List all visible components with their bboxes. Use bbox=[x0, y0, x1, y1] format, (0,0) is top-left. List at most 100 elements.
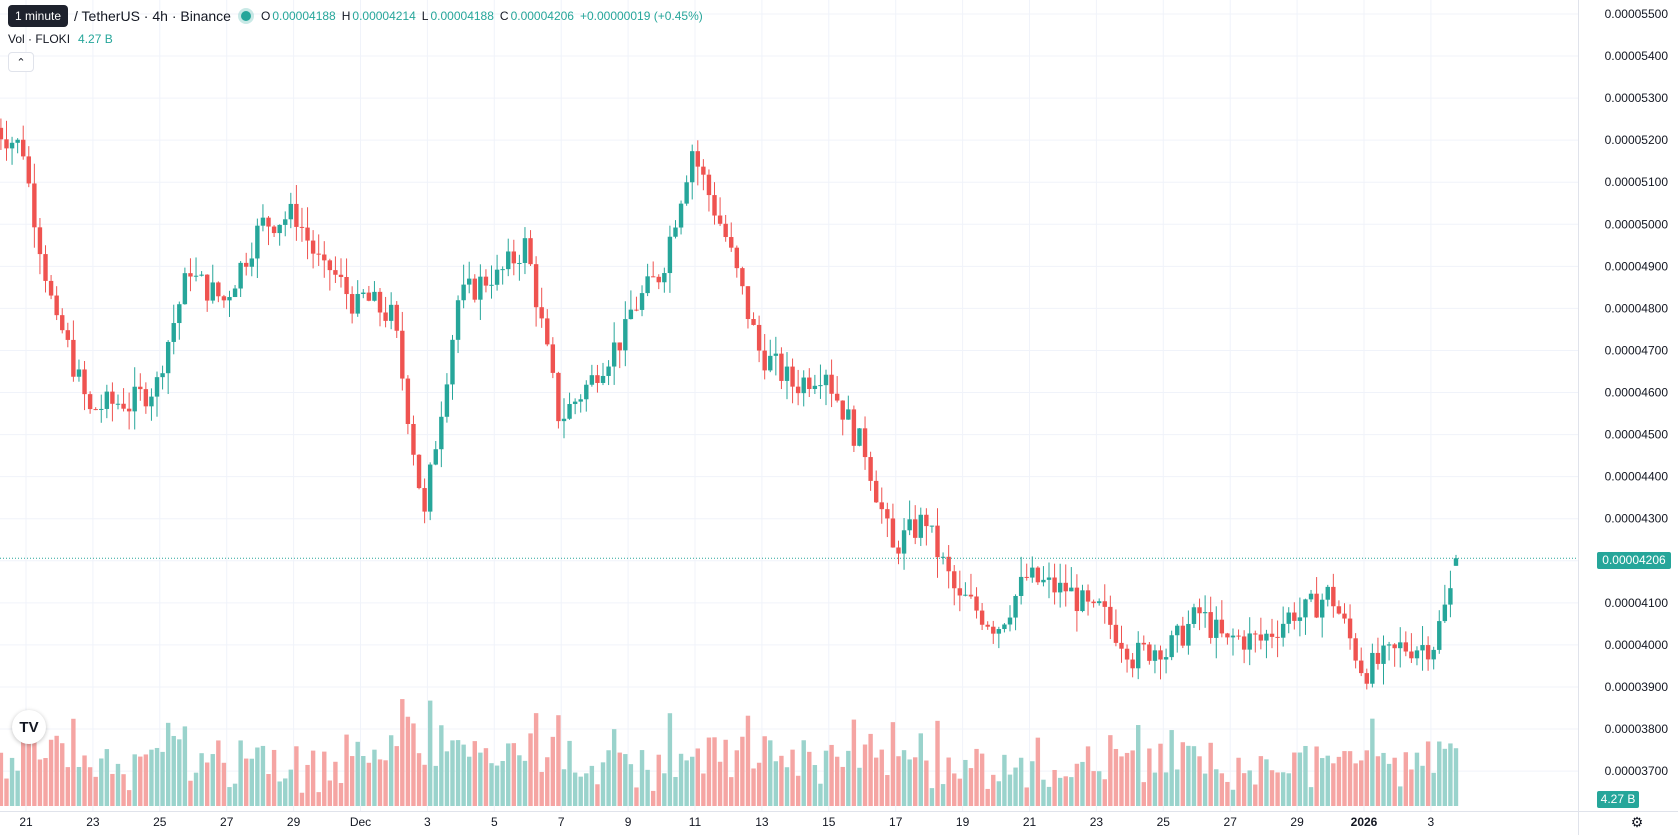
volume-bar bbox=[812, 765, 818, 806]
volume-bar bbox=[506, 743, 511, 806]
price-axis: 0.00005500 0.00005400 0.00005300 0.00005200… bbox=[1605, 7, 1669, 778]
volume-bar bbox=[405, 716, 411, 806]
volume-bar bbox=[1342, 751, 1347, 806]
volume-bar bbox=[132, 754, 137, 806]
candle-body bbox=[1403, 642, 1409, 652]
volume-bar bbox=[1080, 761, 1085, 806]
volume-bar bbox=[913, 757, 918, 806]
candle-body bbox=[1069, 587, 1074, 592]
candle-body bbox=[467, 278, 472, 285]
volume-bar bbox=[1069, 777, 1074, 806]
price-change: +0.00000019 (+0.45%) bbox=[579, 9, 703, 23]
candle-body bbox=[807, 377, 812, 390]
candle-body bbox=[1241, 636, 1247, 650]
candle-body bbox=[662, 273, 667, 283]
volume-legend[interactable]: Vol · FLOKI 4.27 B bbox=[8, 32, 113, 46]
candle-body bbox=[1158, 650, 1163, 660]
candle-body bbox=[706, 174, 712, 196]
volume-bars bbox=[0, 699, 1459, 806]
candle-body bbox=[818, 385, 823, 387]
volume-bar bbox=[1398, 786, 1403, 806]
volume-bar bbox=[924, 760, 929, 806]
candle-body bbox=[712, 195, 717, 216]
volume-bar bbox=[1208, 742, 1213, 806]
volume-bar bbox=[1057, 777, 1063, 806]
candle-body bbox=[1141, 642, 1146, 645]
collapse-legend-button[interactable]: ⌃ bbox=[8, 52, 34, 72]
time-tick-label: 21 bbox=[1023, 815, 1037, 829]
volume-bar bbox=[1180, 742, 1186, 806]
candle-body bbox=[405, 378, 411, 424]
volume-bar bbox=[1331, 763, 1336, 806]
volume-bar bbox=[1169, 730, 1174, 806]
volume-bar bbox=[1163, 772, 1169, 806]
market-status-icon[interactable] bbox=[240, 11, 251, 21]
volume-bar bbox=[1236, 757, 1241, 806]
volume-bar bbox=[1448, 743, 1453, 806]
candle-body bbox=[1325, 586, 1330, 600]
candle-body bbox=[104, 391, 110, 409]
volume-bar bbox=[349, 756, 355, 806]
candle-body bbox=[511, 251, 517, 264]
time-tick-label: 23 bbox=[1090, 815, 1104, 829]
candle-body bbox=[929, 525, 935, 527]
candle-body bbox=[623, 319, 628, 351]
volume-bar bbox=[1431, 772, 1436, 806]
candle-body bbox=[1169, 635, 1174, 658]
candle-body bbox=[695, 151, 700, 167]
volume-bar bbox=[717, 761, 723, 806]
volume-bar bbox=[210, 754, 215, 806]
candle-body bbox=[255, 225, 260, 259]
current-volume-badge: 4.27 B bbox=[1597, 791, 1639, 808]
price-tick-label: 0.00004600 bbox=[1605, 386, 1669, 400]
volume-bar bbox=[1375, 756, 1381, 806]
candle-body bbox=[1409, 651, 1414, 659]
candle-body bbox=[1269, 633, 1275, 637]
volume-bar bbox=[795, 775, 801, 806]
volume-bar bbox=[818, 783, 823, 806]
symbol-title[interactable]: / TetherUS · 4h · Binance bbox=[74, 8, 231, 24]
volume-bar bbox=[338, 783, 344, 806]
volume-bar bbox=[54, 735, 59, 806]
candle-body bbox=[823, 374, 829, 386]
volume-bar bbox=[255, 747, 260, 806]
volume-bar bbox=[60, 743, 65, 806]
volume-bar bbox=[394, 746, 399, 806]
time-tick-label: 21 bbox=[19, 815, 33, 829]
volume-bar bbox=[1147, 748, 1152, 806]
candle-body bbox=[1314, 593, 1319, 618]
candle-body bbox=[974, 596, 979, 611]
volume-bar bbox=[1403, 752, 1409, 806]
volume-bar bbox=[963, 759, 968, 806]
candle-body bbox=[1214, 619, 1219, 638]
candle-body bbox=[773, 353, 779, 356]
candle-body bbox=[1186, 623, 1191, 646]
candle-body bbox=[450, 339, 455, 385]
volume-bar bbox=[1359, 760, 1364, 806]
price-tick-label: 0.00004400 bbox=[1605, 470, 1669, 484]
volume-bar bbox=[907, 759, 912, 806]
candle-body bbox=[1331, 586, 1336, 607]
price-tick-label: 0.00004500 bbox=[1605, 428, 1669, 442]
volume-bar bbox=[277, 781, 282, 806]
tradingview-logo[interactable]: TV bbox=[12, 710, 46, 744]
candle-body bbox=[600, 375, 606, 383]
time-tick-label: 11 bbox=[689, 815, 702, 829]
volume-bar bbox=[439, 725, 444, 806]
candle-body bbox=[494, 269, 500, 285]
candle-body bbox=[193, 275, 199, 277]
volume-bar bbox=[834, 756, 840, 806]
volume-bar bbox=[372, 749, 377, 806]
gear-icon[interactable]: ⚙ bbox=[1630, 813, 1644, 830]
candle-body bbox=[1091, 601, 1096, 604]
candle-body bbox=[1342, 613, 1347, 619]
volume-bar bbox=[188, 780, 193, 806]
candle-body bbox=[756, 324, 762, 351]
volume-bar bbox=[388, 735, 394, 806]
volume-bar bbox=[327, 780, 333, 806]
volume-bar bbox=[946, 757, 951, 806]
volume-bar bbox=[623, 754, 628, 806]
volume-bar bbox=[773, 761, 779, 806]
candle-body bbox=[673, 227, 678, 237]
